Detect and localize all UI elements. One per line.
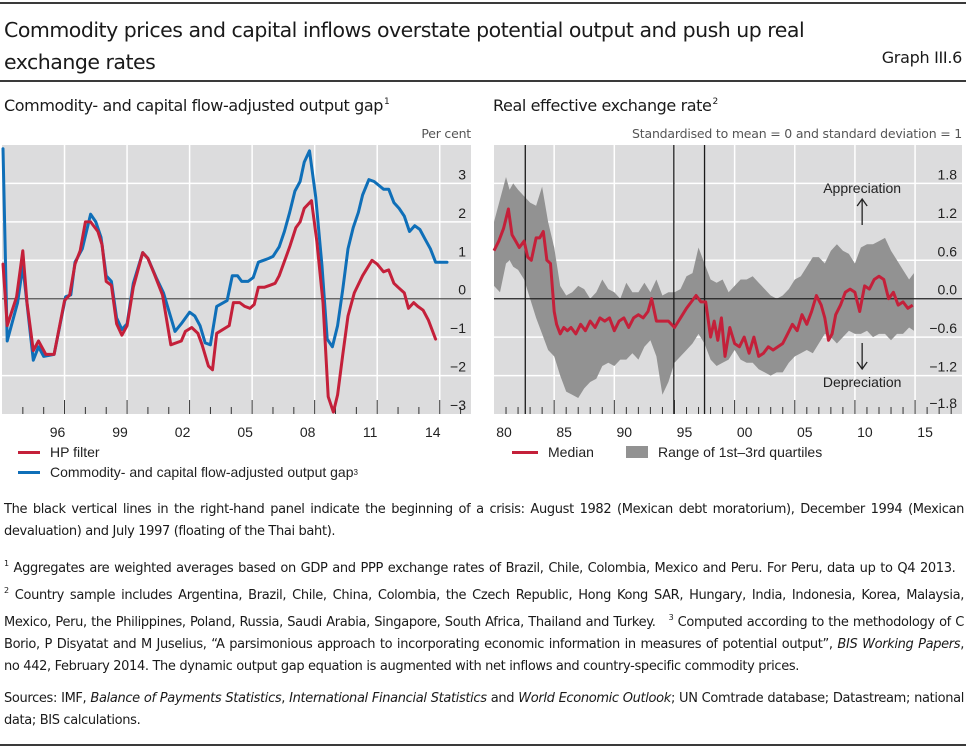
- footnote-marker-3: 3: [668, 613, 674, 622]
- crisis-note: The black vertical lines in the right-ha…: [4, 502, 964, 539]
- left-panel-title-text: Commodity- and capital flow-adjusted out…: [4, 96, 383, 115]
- left-legend: HP filter Commodity- and capital flow-ad…: [14, 444, 474, 484]
- footnote-2: Country sample includes Argentina, Brazi…: [4, 588, 964, 630]
- sources-sep-2: and: [486, 691, 519, 706]
- series-line-median: [492, 207, 914, 358]
- x-tick-label: 10: [857, 424, 873, 440]
- sources: Sources: IMF, Balance of Payments Statis…: [4, 688, 964, 732]
- legend-swatch-median: [512, 450, 538, 454]
- x-tick-label: 14: [425, 424, 441, 440]
- graph-title: Commodity prices and capital inflows ove…: [4, 18, 805, 74]
- header-rule: [0, 80, 966, 82]
- source-bop: Balance of Payments Statistics: [90, 691, 282, 706]
- right-chart: Appreciation Depreciation 1.8 1.2 0.6 0.0 −0.6…: [492, 145, 962, 440]
- right-unit-label: Standardised to mean = 0 and standard de…: [632, 126, 962, 141]
- right-legend: Median Range of 1st–3rd quartiles: [512, 444, 952, 464]
- legend-label-quartile-range: Range of 1st–3rd quartiles: [658, 444, 823, 460]
- footnote-marker-1: 1: [4, 559, 9, 568]
- x-tick-label: 90: [617, 424, 633, 440]
- y-tick-label: 0.0: [938, 282, 958, 298]
- x-tick-label: 15: [917, 424, 933, 440]
- footnote-3-text-end: , no 442, February 2014. The dynamic out…: [4, 637, 964, 674]
- x-tick-label: 99: [112, 424, 128, 440]
- source-ifs: International Financial Statistics: [289, 691, 487, 706]
- footnote-1: Aggregates are weighted averages based o…: [13, 561, 956, 576]
- x-tick-label: 05: [797, 424, 813, 440]
- x-tick-label: 00: [737, 424, 753, 440]
- legend-item-median: Median: [512, 444, 594, 460]
- y-tick-label: −3: [450, 397, 466, 413]
- y-tick-label: 0.6: [938, 243, 958, 259]
- y-tick-label: 3: [458, 166, 466, 182]
- legend-label-hp-filter: HP filter: [50, 444, 100, 460]
- right-panel-title-text: Real effective exchange rate: [493, 96, 712, 115]
- footnote-marker-2: 2: [4, 586, 9, 595]
- sources-sep-1: ,: [281, 691, 290, 706]
- left-unit-label: Per cent: [421, 126, 471, 141]
- x-tick-label: 02: [175, 424, 191, 440]
- series-line-adjusted-gap: [1, 147, 449, 362]
- legend-item-adjusted-gap: Commodity- and capital flow-adjusted out…: [18, 464, 358, 480]
- legend-label-adjusted-gap: Commodity- and capital flow-adjusted out…: [50, 464, 354, 480]
- depreciation-label: Depreciation: [823, 374, 902, 390]
- x-tick-label: 11: [363, 424, 378, 440]
- x-tick-label: 85: [556, 424, 572, 440]
- top-rule: [0, 2, 966, 4]
- footnote-3-publication: BIS Working Papers: [837, 637, 961, 652]
- x-tick-label: 80: [496, 424, 512, 440]
- x-tick-label: 05: [237, 424, 253, 440]
- series-line-hp-filter: [1, 199, 438, 414]
- x-tick-label: 95: [677, 424, 693, 440]
- footnotes: 1 Aggregates are weighted averages based…: [4, 553, 964, 678]
- legend-item-hp-filter: HP filter: [18, 444, 100, 460]
- legend-swatch-adjusted-gap: [18, 470, 40, 474]
- arrow-down-icon: [856, 361, 868, 371]
- left-panel-title: Commodity- and capital flow-adjusted out…: [4, 96, 390, 115]
- y-tick-label: −1: [450, 320, 466, 336]
- y-tick-label: −1.2: [929, 359, 957, 375]
- legend-swatch-quartile-range: [626, 446, 648, 458]
- y-tick-label: 1: [458, 243, 466, 259]
- bottom-rule: [0, 744, 966, 746]
- footnote-ref-1: 1: [384, 97, 390, 107]
- legend-item-quartile-range: Range of 1st–3rd quartiles: [626, 444, 822, 460]
- footnote-3-text: Computed according to the methodology of…: [4, 615, 964, 652]
- y-tick-label: 0: [458, 282, 466, 298]
- left-chart: 3 2 1 0 −1 −2 −3 96 99 02 05 08 11 14: [1, 145, 471, 440]
- footnote-ref-3: 3: [353, 467, 358, 477]
- y-tick-label: 1.8: [938, 166, 958, 182]
- y-tick-label: 2: [458, 205, 466, 221]
- footnote-ref-2: 2: [712, 97, 718, 107]
- y-tick-label: 1.2: [938, 205, 958, 221]
- sources-prefix: Sources: IMF,: [4, 691, 91, 706]
- y-tick-label: −0.6: [929, 320, 957, 336]
- arrow-up-icon: [856, 197, 868, 207]
- y-tick-label: −2: [450, 359, 466, 375]
- graph-number: Graph III.6: [881, 48, 963, 67]
- sources-suffix: ; UN Comtrade database; Datastream; nati…: [4, 691, 964, 728]
- x-tick-label: 96: [50, 424, 66, 440]
- notes: The black vertical lines in the right-ha…: [4, 499, 964, 732]
- source-weo: World Economic Outlook: [518, 691, 671, 706]
- legend-label-median: Median: [548, 444, 594, 460]
- right-panel-title: Real effective exchange rate2: [493, 96, 718, 115]
- y-tick-label: −1.8: [929, 395, 957, 411]
- appreciation-label: Appreciation: [823, 180, 901, 196]
- x-tick-label: 08: [300, 424, 316, 440]
- legend-swatch-hp-filter: [18, 450, 40, 454]
